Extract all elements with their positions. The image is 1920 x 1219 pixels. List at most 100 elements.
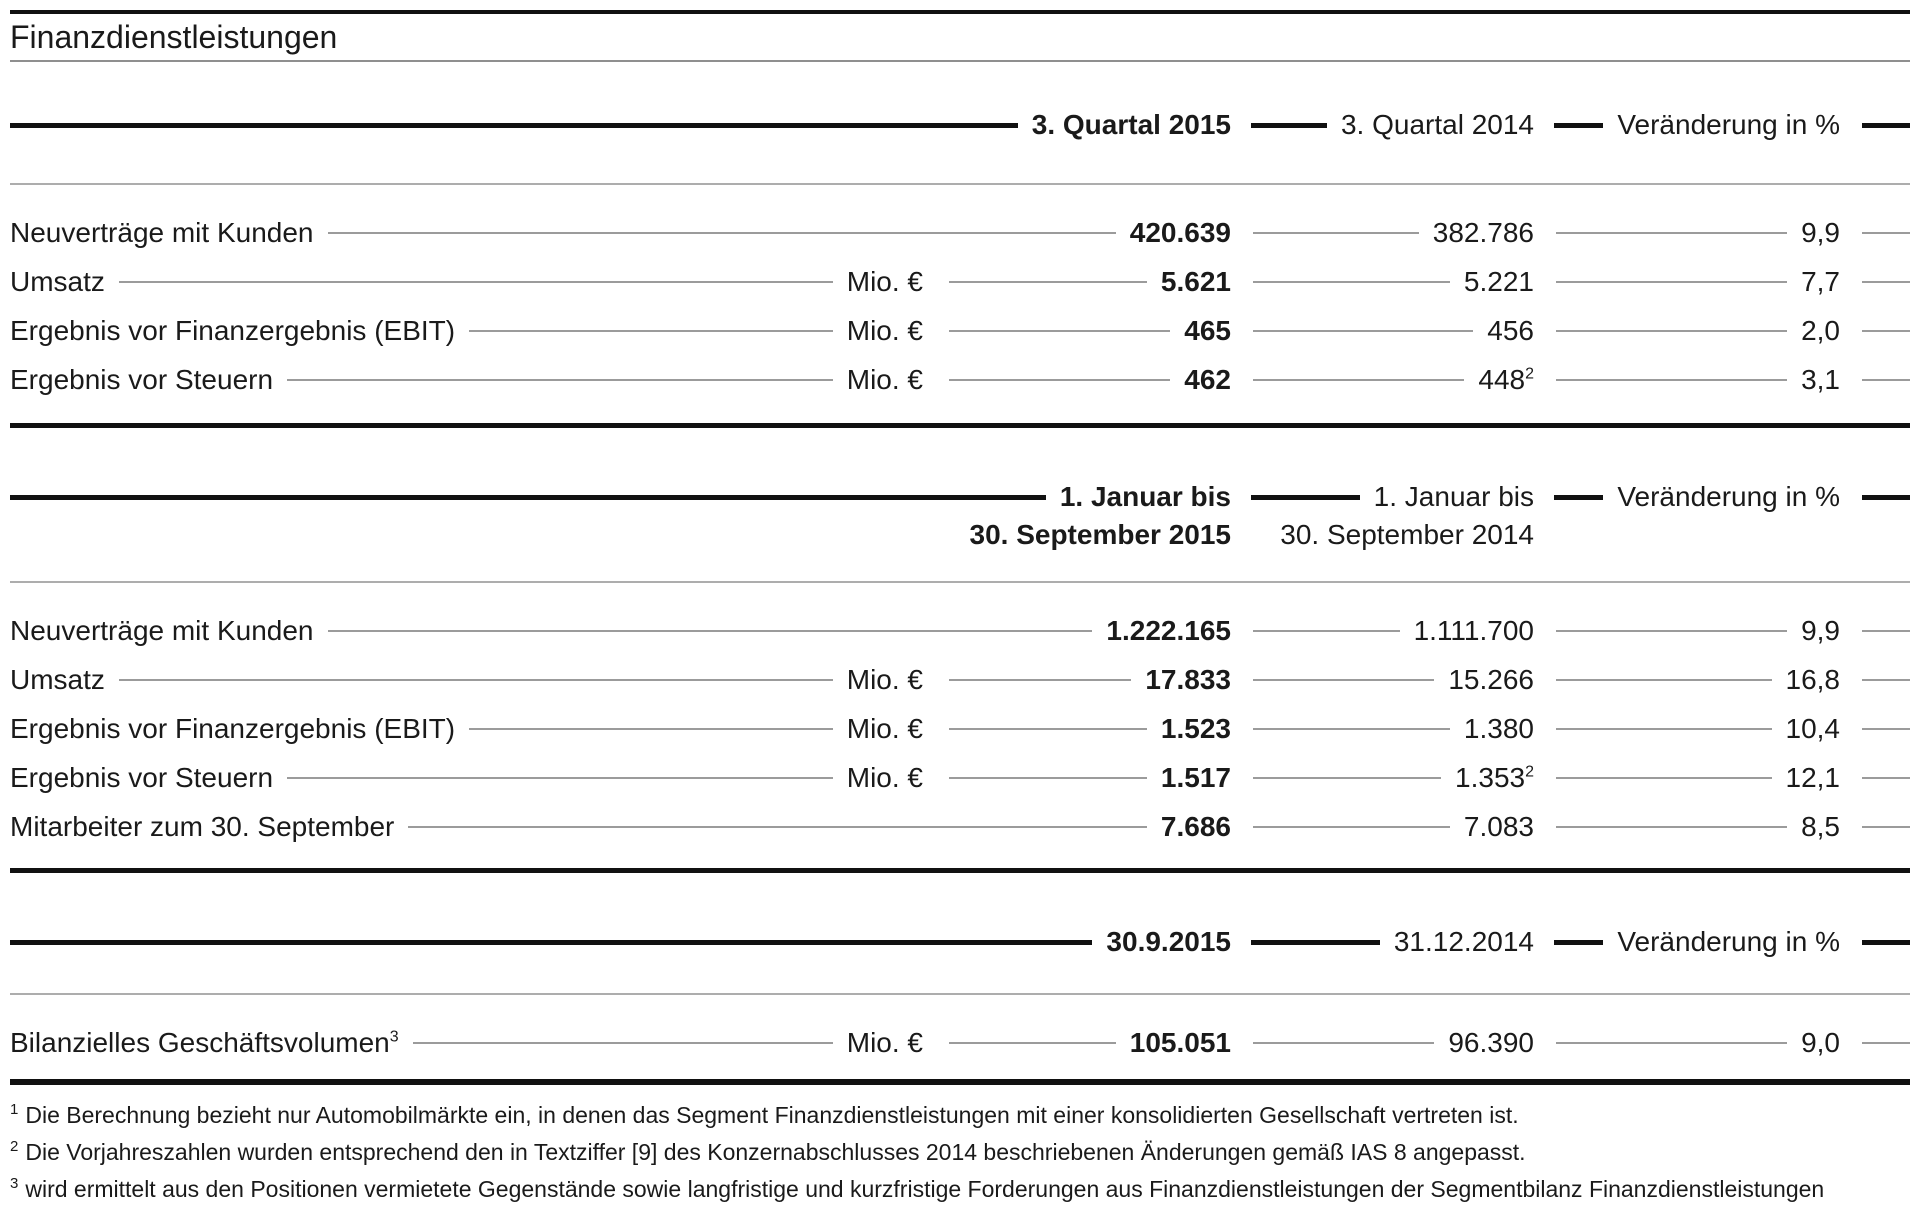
table-row: Mitarbeiter zum 30. September 7.686 7.08… [10, 802, 1910, 851]
value-prior: 456 [1487, 314, 1534, 346]
leader-line [1253, 776, 1442, 779]
value-current: 105.051 [1129, 1026, 1231, 1058]
leader-line [469, 329, 833, 332]
table-row: Ergebnis vor Steuern Mio. € 462 4482 3,1 [10, 355, 1910, 404]
report-table: Finanzdienstleistungen 3. Quartal 2015 3… [0, 10, 1920, 1208]
leader-line [923, 629, 1093, 632]
leader-line [412, 1041, 833, 1044]
column-header-q3-2015: 3. Quartal 2015 [1031, 109, 1231, 140]
leader-line [1556, 1041, 1788, 1044]
leader-line [949, 678, 1132, 681]
table-row: Umsatz Mio. € 17.833 15.266 16,8 [10, 655, 1910, 704]
leader-line [1862, 678, 1910, 681]
row-label-sup: 3 [389, 1028, 399, 1046]
header-rule [10, 478, 923, 500]
header-dash [1554, 940, 1604, 945]
section-rule [10, 423, 1910, 428]
leader-line [949, 280, 1147, 283]
leader-line [1862, 776, 1910, 779]
leader-line [118, 678, 833, 681]
footnote-sup: 1 [10, 1101, 19, 1119]
value-prior: 96.390 [1448, 1026, 1534, 1058]
leader-line [1556, 825, 1788, 828]
leader-line [1556, 231, 1788, 234]
header-dash [1251, 495, 1360, 500]
value-current: 1.523 [1160, 712, 1231, 744]
section-rows: Neuverträge mit Kunden 1.222.165 1.111.7… [10, 606, 1910, 851]
header-dash [1554, 123, 1604, 128]
top-rule [10, 10, 1910, 14]
value-prior: 448 [1478, 363, 1526, 395]
page-title: Finanzdienstleistungen [10, 19, 338, 55]
value-change: 9,9 [1801, 216, 1840, 248]
column-header-ytd-2014: 1. Januar bis [1373, 481, 1534, 512]
header-dash [1862, 495, 1910, 500]
footnote: 3 wird ermittelt aus den Positionen vermi… [10, 1171, 1910, 1208]
value-change: 3,1 [1801, 363, 1840, 395]
header-separator [10, 993, 1910, 995]
row-label: Ergebnis vor Finanzergebnis (EBIT) [10, 712, 456, 744]
leader-line [923, 825, 1147, 828]
leader-line [469, 727, 833, 730]
row-unit: Mio. € [846, 314, 923, 346]
value-current: 462 [1184, 363, 1231, 395]
leader-line [1253, 825, 1450, 828]
value-current: 420.639 [1129, 216, 1231, 248]
leader-line [408, 825, 923, 828]
value-prior: 5.221 [1463, 265, 1534, 297]
table-row: Neuverträge mit Kunden 1.222.165 1.111.7… [10, 606, 1910, 655]
leader-line [923, 231, 1116, 234]
leader-line [1862, 378, 1910, 381]
column-header-q3-2014: 3. Quartal 2014 [1340, 109, 1534, 140]
leader-line [1253, 280, 1450, 283]
value-current: 17.833 [1145, 663, 1231, 695]
leader-line [949, 727, 1147, 730]
table-row: Ergebnis vor Steuern Mio. € 1.517 1.3532… [10, 753, 1910, 802]
header-rule [10, 923, 923, 945]
leader-line [1862, 1041, 1910, 1044]
table-row: Ergebnis vor Finanzergebnis (EBIT) Mio. … [10, 704, 1910, 753]
header-dash [1862, 940, 1910, 945]
leader-line [1253, 629, 1400, 632]
value-prior: 7.083 [1463, 810, 1534, 842]
column-header-date-2015: 30.9.2015 [1106, 926, 1231, 957]
header-dash [923, 940, 1093, 945]
column-header-ytd-2015: 1. Januar bis [1059, 481, 1231, 512]
value-current: 1.517 [1160, 761, 1231, 793]
leader-line [118, 280, 833, 283]
value-prior: 1.111.700 [1413, 614, 1534, 646]
header-rule [10, 106, 923, 128]
row-label: Umsatz [10, 663, 105, 695]
value-change: 2,0 [1801, 314, 1840, 346]
table-header-row: 30.9.2015 31.12.2014 Veränderung in % [10, 923, 1910, 963]
value-prior-sup: 2 [1525, 763, 1534, 781]
leader-line [1253, 727, 1450, 730]
value-change: 7,7 [1801, 265, 1840, 297]
footnote-sup: 3 [10, 1175, 19, 1193]
leader-line [1862, 727, 1910, 730]
header-dash [1251, 940, 1380, 945]
leader-line [1556, 378, 1788, 381]
row-label: Ergebnis vor Steuern [10, 363, 274, 395]
table-header-row: 1. Januar bis 30. September 2015 1. Janu… [10, 478, 1910, 550]
header-separator [10, 581, 1910, 583]
table-row: Bilanzielles Geschäftsvolumen3 Mio. € 10… [10, 1018, 1910, 1067]
footnote-text: wird ermittelt aus den Positionen vermie… [25, 1176, 1825, 1202]
leader-line [949, 378, 1171, 381]
row-unit: Mio. € [846, 761, 923, 793]
leader-line [1556, 678, 1772, 681]
leader-line [1862, 231, 1910, 234]
value-change: 9,9 [1801, 614, 1840, 646]
footnote: 2 Die Vorjahreszahlen wurden entsprechend… [10, 1134, 1910, 1171]
value-current: 1.222.165 [1106, 614, 1231, 646]
leader-line [1556, 776, 1772, 779]
row-label: Ergebnis vor Steuern [10, 761, 274, 793]
leader-line [949, 776, 1147, 779]
value-change: 10,4 [1785, 712, 1841, 744]
row-label: Neuverträge mit Kunden [10, 216, 314, 248]
value-current: 5.621 [1160, 265, 1231, 297]
header-separator [10, 183, 1910, 185]
table-row: Umsatz Mio. € 5.621 5.221 7,7 [10, 257, 1910, 306]
section-rows: Neuverträge mit Kunden 420.639 382.786 9… [10, 208, 1910, 404]
value-prior: 1.380 [1463, 712, 1534, 744]
